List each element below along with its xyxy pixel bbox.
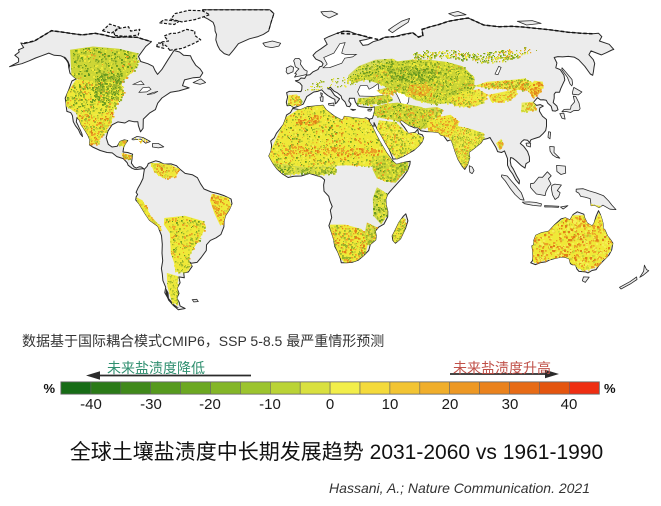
svg-text:10: 10: [382, 396, 399, 413]
svg-text:0: 0: [326, 396, 334, 413]
svg-text:40: 40: [561, 396, 578, 413]
svg-text:-20: -20: [199, 396, 221, 413]
svg-text:%: %: [604, 381, 616, 396]
svg-text:30: 30: [502, 396, 519, 413]
svg-text:20: 20: [442, 396, 459, 413]
svg-text:-30: -30: [140, 396, 162, 413]
svg-text:-10: -10: [259, 396, 281, 413]
svg-text:-40: -40: [80, 396, 102, 413]
svg-text:%: %: [43, 381, 55, 396]
